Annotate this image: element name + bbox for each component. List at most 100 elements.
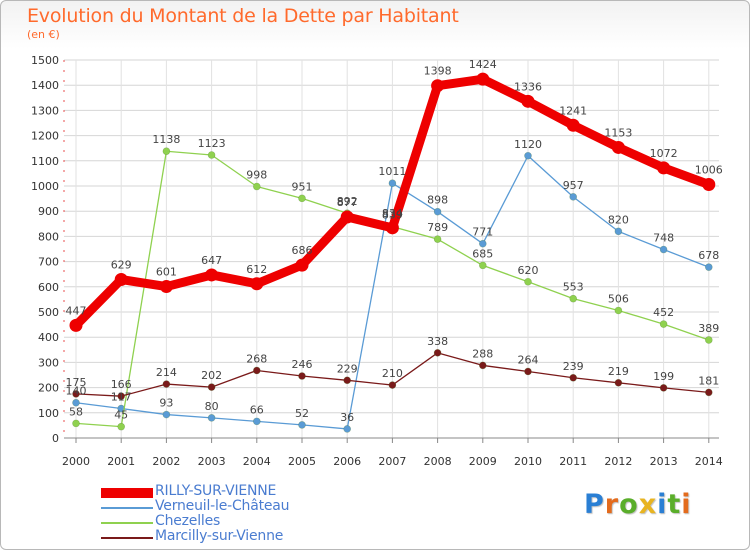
data-label: 1398 — [424, 65, 452, 78]
data-label: 58 — [69, 405, 83, 418]
data-label: 839 — [382, 209, 403, 222]
series-point — [657, 161, 671, 175]
series-point — [614, 379, 623, 387]
series-point — [343, 425, 352, 433]
data-label: 264 — [518, 353, 539, 366]
x-tick-label: 2002 — [152, 455, 180, 468]
series-1 — [72, 151, 713, 433]
series-point — [476, 72, 490, 86]
series-point — [569, 373, 578, 382]
data-label: 1120 — [514, 138, 542, 151]
legend-label: Chezelles — [155, 513, 221, 529]
series-point — [162, 147, 171, 156]
data-label: 892 — [337, 195, 358, 208]
data-label: 210 — [382, 367, 403, 380]
data-label: 338 — [427, 335, 448, 348]
series-point — [72, 390, 80, 398]
series-point — [524, 277, 532, 286]
series-point — [611, 140, 625, 154]
data-label: 45 — [114, 409, 128, 422]
data-label: 1011 — [378, 165, 406, 178]
x-tick-label: 2003 — [198, 455, 226, 468]
series-point — [478, 361, 487, 370]
y-tick-label: 900 — [38, 205, 59, 218]
series-point — [69, 318, 83, 332]
data-label: 1241 — [559, 104, 587, 117]
series-point — [524, 151, 532, 160]
data-label: 181 — [698, 374, 719, 387]
data-label: 447 — [66, 304, 87, 317]
series-point — [433, 235, 442, 243]
data-label: 951 — [292, 180, 313, 193]
series-point — [704, 388, 713, 397]
series-0 — [69, 72, 716, 332]
data-label: 202 — [201, 369, 222, 382]
data-label: 1336 — [514, 80, 542, 93]
data-label: 820 — [608, 213, 629, 226]
data-label: 199 — [653, 370, 674, 383]
x-tick-label: 2000 — [62, 455, 90, 468]
legend-label: RILLY-SUR-VIENNE — [155, 483, 277, 499]
series-point — [659, 320, 668, 328]
x-tick-label: 2009 — [469, 455, 497, 468]
x-tick-label: 2010 — [514, 455, 542, 468]
data-label: 140 — [66, 385, 87, 398]
series-point — [207, 414, 216, 422]
y-tick-label: 300 — [38, 356, 59, 369]
data-label: 214 — [156, 366, 177, 379]
data-label: 1072 — [650, 147, 678, 160]
data-label: 288 — [472, 347, 493, 360]
y-tick-label: 1500 — [31, 54, 59, 67]
x-tick-label: 2001 — [107, 455, 135, 468]
data-label: 175 — [66, 376, 87, 389]
series-point — [253, 182, 261, 191]
data-label: 166 — [111, 378, 132, 391]
data-label: 93 — [159, 397, 173, 410]
series-point — [295, 258, 309, 272]
series-point — [521, 94, 535, 108]
series-point — [385, 221, 399, 235]
data-label: 80 — [205, 400, 219, 413]
legend-label: Marcilly-sur-Vienne — [155, 528, 284, 544]
data-label: 389 — [698, 322, 719, 335]
series-point — [569, 294, 578, 303]
y-tick-label: 100 — [38, 407, 59, 420]
series-point — [340, 210, 354, 224]
data-label: 1153 — [604, 126, 632, 139]
data-label: 229 — [337, 362, 358, 375]
series-layer — [69, 72, 716, 433]
series-point — [159, 280, 173, 294]
y-tick-label: 800 — [38, 230, 59, 243]
data-label: 66 — [250, 403, 264, 416]
x-tick-label: 2014 — [695, 455, 723, 468]
series-point — [478, 261, 487, 270]
logo-letter: i — [657, 489, 668, 520]
y-tick-label: 1000 — [31, 180, 59, 193]
series-point — [114, 272, 128, 286]
series-3 — [72, 349, 713, 400]
y-tick-label: 400 — [38, 331, 59, 344]
data-label: 52 — [295, 407, 309, 420]
logo-letter: r — [604, 489, 620, 520]
data-label: 1123 — [198, 137, 226, 150]
y-tick-label: 600 — [38, 281, 59, 294]
series-point — [162, 410, 171, 419]
legend-label: Verneuil-le-Château — [155, 498, 290, 514]
data-label: 647 — [201, 254, 222, 267]
series-point — [704, 263, 713, 271]
data-label: 246 — [292, 358, 313, 371]
x-tick-label: 2005 — [288, 455, 316, 468]
data-label: 452 — [653, 306, 674, 319]
chart-title: Evolution du Montant de la Dette par Hab… — [27, 5, 459, 27]
x-tick-label: 2006 — [333, 455, 361, 468]
data-label: 998 — [246, 169, 267, 182]
y-tick-label: 200 — [38, 382, 59, 395]
data-label: 506 — [608, 292, 629, 305]
x-tick-label: 2013 — [650, 455, 678, 468]
data-label: 685 — [472, 247, 493, 260]
x-tick-label: 2004 — [243, 455, 271, 468]
y-tick-label: 1300 — [31, 104, 59, 117]
y-tick-label: 1100 — [31, 155, 59, 168]
logo-letter: o — [619, 489, 639, 520]
logo-letter: P — [584, 489, 605, 520]
